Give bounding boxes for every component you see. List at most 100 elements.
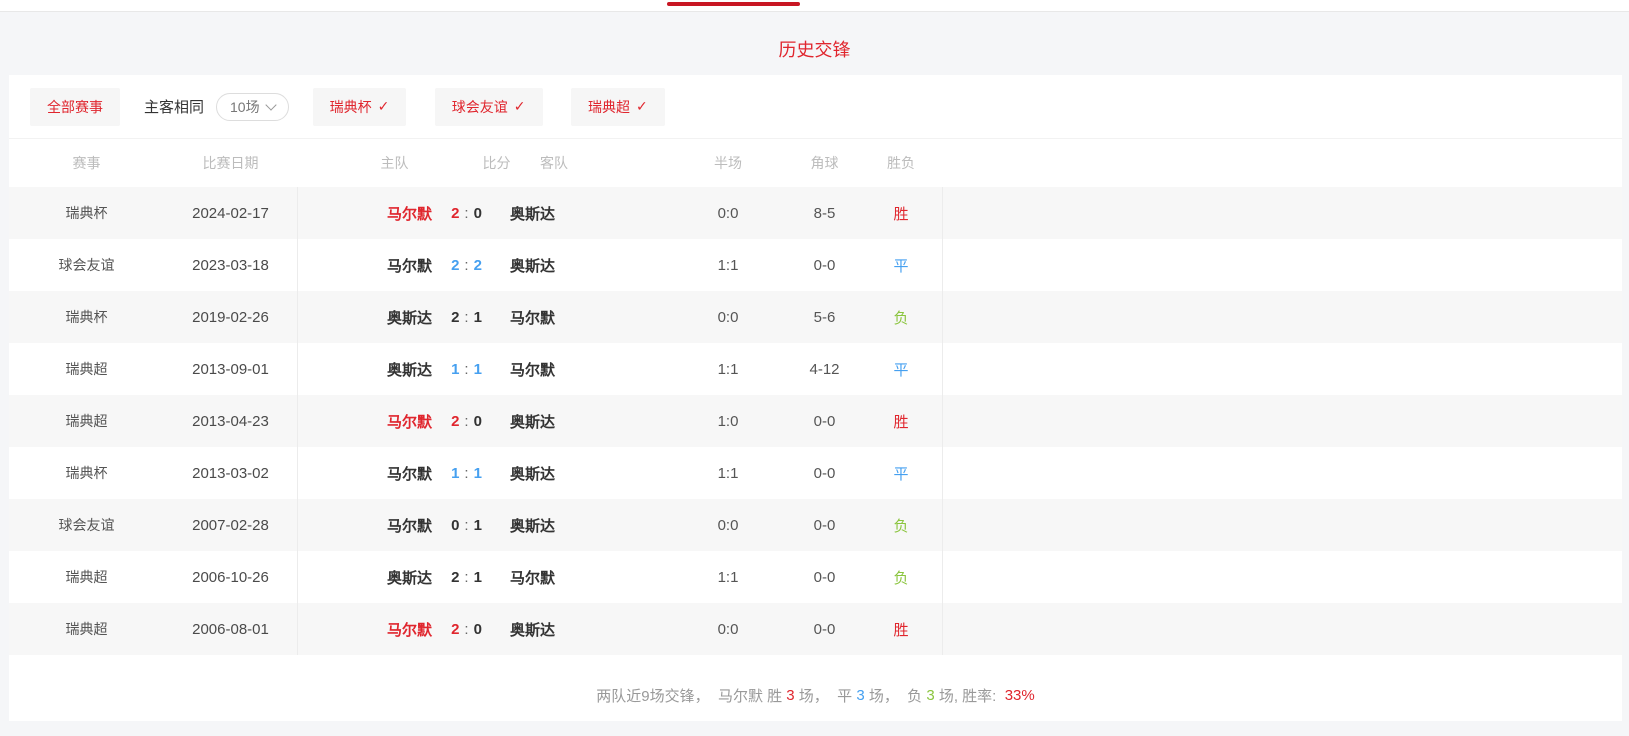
league-cell: 球会友谊 [58, 517, 115, 533]
home-team-cell: 奥斯达 [297, 291, 432, 343]
summary-segment: 两队近9场交锋， 马尔默 胜 [596, 687, 787, 705]
result-cell: 平 [893, 465, 909, 483]
col-header-filler [942, 139, 1622, 187]
check-icon: ✓ [377, 98, 390, 114]
filler-cell [942, 187, 1622, 239]
summary-segment: 3 [786, 686, 795, 704]
date-cell: 2024-02-17 [192, 204, 269, 222]
summary-segment: 3 [926, 686, 935, 704]
league-filter-button[interactable]: 瑞典杯 ✓ [312, 87, 407, 126]
score-colon: : [464, 620, 469, 638]
filler-cell [942, 239, 1622, 291]
table-row[interactable]: 瑞典超 2013-04-23 马尔默 2 : 0 奥斯达 1:0 0-0 胜 [9, 395, 1622, 447]
away-score: 0 [473, 412, 482, 430]
table-body: 瑞典杯 2024-02-17 马尔默 2 : 0 奥斯达 0:0 8-5 胜 球… [9, 187, 1622, 655]
col-header-result: 胜负 [887, 155, 915, 171]
home-score: 2 [451, 256, 460, 274]
same-venue-filter[interactable]: 主客相同 [144, 99, 205, 116]
away-team-cell: 奥斯达 [510, 413, 556, 431]
date-cell: 2006-08-01 [192, 620, 269, 638]
chevron-down-icon [264, 98, 277, 111]
date-cell: 2019-02-26 [192, 308, 269, 326]
table-row[interactable]: 瑞典超 2006-10-26 奥斯达 2 : 1 马尔默 1:1 0-0 负 [9, 551, 1622, 603]
home-team-cell: 马尔默 [297, 603, 432, 655]
filler-cell [942, 291, 1622, 343]
away-team-cell: 奥斯达 [510, 257, 556, 275]
score-colon: : [464, 308, 469, 326]
half-time-cell: 0:0 [717, 516, 739, 534]
summary-segment: 33% [1004, 686, 1035, 704]
home-score: 0 [451, 516, 460, 534]
summary-segment: 场， 负 [864, 687, 927, 705]
all-matches-filter-button[interactable]: 全部赛事 [30, 87, 120, 126]
score-cell: 2 : 0 [432, 187, 501, 239]
result-cell: 胜 [893, 205, 909, 223]
table-row[interactable]: 瑞典超 2006-08-01 马尔默 2 : 0 奥斯达 0:0 0-0 胜 [9, 603, 1622, 655]
half-time-cell: 1:1 [717, 464, 739, 482]
col-header-corner: 角球 [810, 155, 839, 171]
score-cell: 2 : 1 [432, 551, 501, 603]
away-team-cell: 马尔默 [510, 309, 556, 327]
away-score: 1 [473, 516, 482, 534]
away-score: 1 [473, 464, 482, 482]
away-team-cell: 马尔默 [510, 569, 556, 587]
table-row[interactable]: 瑞典杯 2013-03-02 马尔默 1 : 1 奥斯达 1:1 0-0 平 [9, 447, 1622, 499]
score-cell: 1 : 1 [432, 343, 501, 395]
page-title: 历史交锋 [778, 40, 851, 60]
filler-cell [942, 551, 1622, 603]
col-header-league: 赛事 [72, 155, 101, 171]
corner-cell: 0-0 [813, 412, 836, 430]
result-cell: 胜 [893, 621, 909, 639]
half-time-cell: 1:1 [717, 360, 739, 378]
result-cell: 负 [893, 309, 909, 327]
table-row[interactable]: 球会友谊 2023-03-18 马尔默 2 : 2 奥斯达 1:1 0-0 平 [9, 239, 1622, 291]
league-filter-label: 瑞典超 [587, 98, 630, 115]
league-filter-group: 瑞典杯 ✓ 球会友谊 ✓ 瑞典超 ✓ [312, 87, 689, 126]
half-time-cell: 0:0 [717, 308, 739, 326]
corner-cell: 0-0 [813, 256, 836, 274]
filler-cell [942, 603, 1622, 655]
half-time-cell: 1:0 [717, 412, 739, 430]
away-score: 1 [473, 308, 482, 326]
league-filter-button[interactable]: 瑞典超 ✓ [570, 87, 665, 126]
summary-segment: 3 [856, 686, 865, 704]
away-score: 1 [473, 360, 482, 378]
home-team-cell: 马尔默 [297, 187, 432, 239]
col-header-home: 主队 [380, 155, 409, 171]
league-cell: 瑞典超 [65, 413, 108, 429]
match-count-select[interactable]: 10场 [216, 92, 289, 121]
away-team-cell: 马尔默 [510, 361, 556, 379]
away-team-cell: 奥斯达 [510, 621, 556, 639]
home-team-cell: 马尔默 [297, 395, 432, 447]
top-tab-strip [0, 0, 1629, 12]
home-score: 1 [451, 360, 460, 378]
league-filter-button[interactable]: 球会友谊 ✓ [434, 87, 543, 126]
filler-cell [942, 447, 1622, 499]
summary-segment: 场, 胜率: [934, 687, 1005, 705]
league-cell: 瑞典超 [65, 621, 108, 637]
table-row[interactable]: 球会友谊 2007-02-28 马尔默 0 : 1 奥斯达 0:0 0-0 负 [9, 499, 1622, 551]
head-to-head-panel: 全部赛事 主客相同 10场 瑞典杯 ✓ 球会友谊 ✓ 瑞典超 ✓ [9, 75, 1622, 721]
date-cell: 2006-10-26 [192, 568, 269, 586]
home-score: 2 [451, 204, 460, 222]
score-colon: : [464, 464, 469, 482]
score-colon: : [464, 360, 469, 378]
score-cell: 2 : 1 [432, 291, 501, 343]
league-cell: 瑞典杯 [65, 205, 108, 221]
col-header-half: 半场 [714, 155, 742, 171]
score-cell: 2 : 0 [432, 395, 501, 447]
table-row[interactable]: 瑞典杯 2019-02-26 奥斯达 2 : 1 马尔默 0:0 5-6 负 [9, 291, 1622, 343]
result-cell: 负 [893, 569, 909, 587]
league-cell: 球会友谊 [58, 257, 115, 273]
score-colon: : [464, 204, 469, 222]
half-time-cell: 1:1 [717, 568, 739, 586]
filler-cell [942, 395, 1622, 447]
col-header-date: 比赛日期 [202, 155, 259, 171]
table-header-row: 赛事 比赛日期 主队 比分 客队 半场 角球 胜负 [9, 139, 1622, 187]
league-cell: 瑞典杯 [65, 465, 108, 481]
table-row[interactable]: 瑞典杯 2024-02-17 马尔默 2 : 0 奥斯达 0:0 8-5 胜 [9, 187, 1622, 239]
league-filter-label: 球会友谊 [451, 98, 508, 115]
date-cell: 2013-04-23 [192, 412, 269, 430]
table-row[interactable]: 瑞典超 2013-09-01 奥斯达 1 : 1 马尔默 1:1 4-12 平 [9, 343, 1622, 395]
league-filter-label: 瑞典杯 [329, 98, 372, 115]
